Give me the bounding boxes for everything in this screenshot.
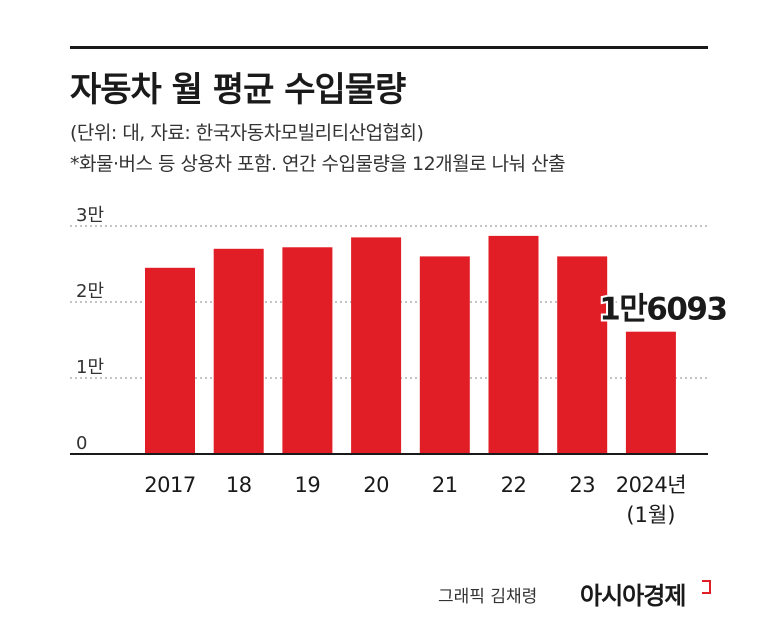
chart-title: 자동차 월 평균 수입물량 (70, 70, 406, 110)
x-tick-label: 21 (432, 473, 458, 497)
footnote: *화물·버스 등 상용차 포함. 연간 수입물량을 12개월로 나눠 산출 (70, 153, 566, 175)
bar (351, 237, 402, 454)
logo-mark-icon (702, 580, 711, 594)
data-label: 1만6093 (599, 292, 726, 328)
top-rule (70, 46, 708, 49)
bar (419, 256, 470, 454)
unit-source-note: (단위: 대, 자료: 한국자동차모빌리티산업협회) (70, 122, 424, 144)
y-tick-label: 1만 (76, 357, 104, 378)
bar (213, 248, 264, 454)
x-tick-label: 20 (363, 473, 389, 497)
x-tick-label: 2024년 (616, 473, 686, 497)
bar (145, 267, 195, 454)
publisher-logo: 아시아경제 (580, 582, 686, 610)
x-tick-sublabel: (1월) (626, 503, 675, 527)
x-tick-label: 18 (226, 473, 252, 497)
graphic-credit: 그래픽 김채령 (438, 587, 538, 607)
bar (557, 256, 608, 454)
x-tick-label: 19 (295, 473, 321, 497)
x-tick-label: 22 (501, 473, 527, 497)
x-tick-label: 2017 (144, 473, 195, 497)
bar (282, 247, 333, 454)
bar (625, 331, 676, 454)
y-tick-label: 3만 (76, 205, 104, 226)
y-tick-label: 2만 (76, 281, 104, 302)
y-tick-label: 0 (76, 433, 87, 454)
bar (488, 235, 539, 454)
x-tick-label: 23 (569, 473, 595, 497)
